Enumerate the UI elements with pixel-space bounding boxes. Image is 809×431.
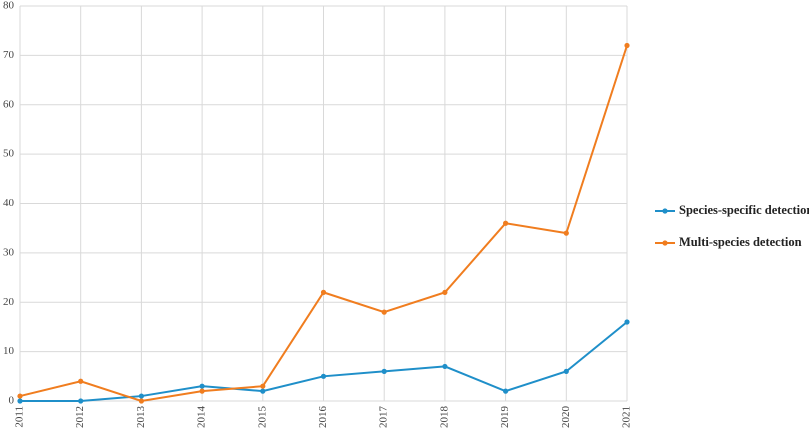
x-tick-label: 2017 [378, 406, 390, 429]
y-tick-label: 60 [3, 98, 15, 110]
data-point [78, 398, 84, 404]
data-point [624, 319, 630, 325]
y-tick-label: 80 [3, 0, 15, 12]
data-point [78, 378, 84, 384]
data-point [442, 289, 448, 295]
data-point [320, 289, 327, 295]
data-point [320, 373, 327, 379]
data-point [563, 230, 569, 236]
data-point [17, 393, 23, 399]
x-tick-label: 2011 [14, 406, 26, 428]
y-tick-label: 40 [3, 197, 15, 209]
x-tick-label: 2014 [196, 406, 208, 429]
data-point [503, 388, 509, 394]
data-point [260, 388, 266, 394]
data-point [624, 42, 630, 49]
x-tick-label: 2021 [621, 406, 633, 428]
data-point [563, 368, 569, 374]
data-point [199, 388, 205, 394]
y-tick-label: 20 [3, 296, 15, 308]
y-tick-label: 0 [9, 395, 15, 407]
y-tick-label: 30 [3, 246, 15, 258]
legend-marker [662, 240, 668, 246]
legend-label: Species-specific detection [679, 203, 809, 217]
data-point [138, 393, 144, 399]
y-tick-label: 70 [3, 49, 15, 61]
x-tick-label: 2015 [256, 406, 268, 429]
x-tick-label: 2019 [499, 406, 511, 429]
legend-label: Multi-species detection [679, 235, 802, 249]
data-point [381, 368, 387, 374]
data-point [442, 363, 448, 370]
data-point [260, 383, 266, 389]
legend: Species-specific detection Multi-species … [655, 203, 809, 249]
y-tick-label: 10 [3, 345, 15, 357]
data-point [138, 398, 144, 404]
legend-marker [662, 208, 668, 214]
x-tick-label: 2018 [438, 406, 450, 429]
x-tick-label: 2016 [317, 406, 329, 429]
data-point [199, 383, 205, 389]
y-tick-label: 50 [3, 148, 15, 160]
x-tick-label: 2012 [74, 406, 86, 428]
data-point [381, 309, 387, 315]
data-point [17, 398, 23, 404]
data-point [503, 220, 509, 226]
x-tick-label: 2020 [560, 406, 572, 429]
x-tick-label: 2013 [135, 406, 147, 429]
